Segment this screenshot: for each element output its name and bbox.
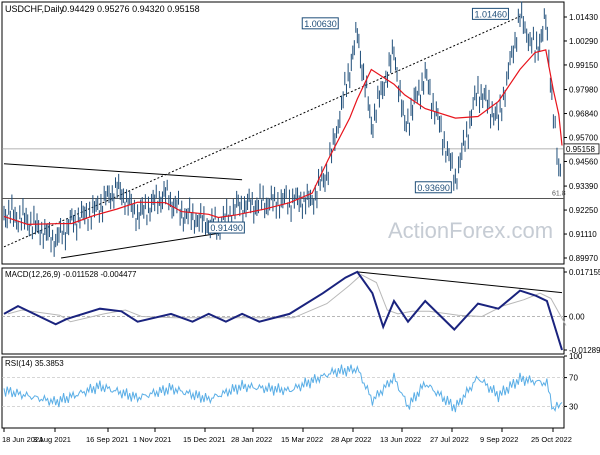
annotation-label: 0.91490 bbox=[210, 223, 243, 233]
annotation-box bbox=[414, 181, 452, 194]
price-series: 0.95158 bbox=[2, 1, 600, 259]
rsi-panel-frame bbox=[1, 356, 565, 429]
macd-axis-tick-label: -0.012894 bbox=[569, 346, 600, 355]
date-axis-tick-label: 25 Oct 2022 bbox=[531, 435, 572, 444]
price-annotations: 1.00630 1.01460 0.93690 0.91490 61.8 bbox=[207, 7, 566, 234]
current-price-tag bbox=[563, 143, 600, 155]
rsi-axis: 100 70 30 bbox=[564, 352, 583, 411]
price-axis-tick-label: 0.95700 bbox=[569, 134, 598, 143]
chart-header-symbol: USDCHF,Daily bbox=[5, 4, 65, 14]
macd-series bbox=[2, 270, 567, 351]
annotation-label: 1.00630 bbox=[304, 19, 337, 29]
macd-panel-frame bbox=[1, 267, 565, 355]
rsi-label: RSI(14) 35.3853 bbox=[5, 359, 64, 368]
date-axis-tick-label: 28 Apr 2022 bbox=[331, 435, 371, 444]
date-axis-tick-label: 18 Jun 2021 bbox=[2, 435, 43, 444]
annotation-label: 1.01460 bbox=[474, 9, 507, 19]
sma-line bbox=[3, 49, 563, 226]
channel-upper-trendline bbox=[3, 163, 243, 181]
price-axis-tick-label: 0.97980 bbox=[569, 86, 598, 95]
date-axis-tick-label: 1 Nov 2021 bbox=[133, 435, 171, 444]
price-axis-tick-label: 0.96840 bbox=[569, 110, 598, 119]
annotation-label: 0.93690 bbox=[417, 183, 450, 193]
rsi-line bbox=[3, 364, 563, 413]
price-axis-tick-label: 1.00290 bbox=[569, 37, 598, 46]
fib-level-label: 61.8 bbox=[552, 190, 566, 197]
rsi-axis-tick-label: 100 bbox=[569, 352, 583, 361]
price-axis-tick-label: 0.99150 bbox=[569, 61, 598, 70]
price-axis-tick-label: 0.92250 bbox=[569, 206, 598, 215]
watermark: ActionForex.com bbox=[388, 218, 553, 243]
date-axis-tick-label: 15 Dec 2021 bbox=[183, 435, 226, 444]
rsi-axis-tick-label: 70 bbox=[569, 374, 578, 383]
channel-lower-trendline bbox=[61, 229, 237, 259]
chart-header-ohlc: 0.94429 0.95276 0.94320 0.95158 bbox=[62, 4, 200, 14]
date-axis-tick-label: 9 Sep 2022 bbox=[480, 435, 518, 444]
macd-line bbox=[3, 270, 563, 351]
macd-panel: MACD(12,26,9) -0.011528 -0.004477 0.0171… bbox=[1, 267, 600, 355]
rsi-panel: RSI(14) 35.3853 100 70 30 bbox=[1, 352, 583, 429]
price-axis-tick-label: 0.91110 bbox=[569, 230, 597, 239]
macd-axis-tick-label: 0.017155 bbox=[569, 268, 600, 277]
price-axis-tick-label: 0.94560 bbox=[569, 157, 598, 166]
date-axis-tick-label: 28 Jan 2022 bbox=[231, 435, 272, 444]
annotation-box bbox=[301, 17, 339, 30]
price-axis: 1.01430 1.00290 0.99150 0.97980 0.96840 0.957… bbox=[564, 13, 598, 263]
date-axis-tick-label: 16 Sep 2021 bbox=[86, 435, 129, 444]
macd-label: MACD(12,26,9) -0.011528 -0.004477 bbox=[5, 270, 137, 279]
date-axis-tick-label: 27 Jul 2022 bbox=[430, 435, 469, 444]
rsi-series bbox=[2, 364, 564, 413]
macd-divergence-line bbox=[357, 271, 563, 294]
date-axis-tick-label: 15 Mar 2022 bbox=[281, 435, 323, 444]
annotation-box bbox=[471, 7, 509, 20]
macd-axis: 0.017155 0.00 -0.012894 bbox=[564, 268, 600, 355]
price-panel-frame bbox=[1, 1, 565, 265]
price-axis-tick-label: 0.93390 bbox=[569, 182, 598, 191]
date-axis-tick-label: 3 Aug 2021 bbox=[33, 435, 71, 444]
rsi-axis-tick-label: 30 bbox=[569, 402, 578, 411]
price-axis-tick-label: 0.89970 bbox=[569, 254, 598, 263]
price-axis-tick-label: 1.01430 bbox=[569, 13, 598, 22]
macd-axis-tick-label: 0.00 bbox=[569, 313, 585, 322]
date-axis-tick-label: 13 Jun 2022 bbox=[380, 435, 421, 444]
current-price-label: 0.95158 bbox=[566, 145, 595, 154]
annotation-box bbox=[207, 221, 245, 234]
price-panel: USDCHF,Daily 0.94429 0.95276 0.94320 0.9… bbox=[1, 1, 600, 265]
